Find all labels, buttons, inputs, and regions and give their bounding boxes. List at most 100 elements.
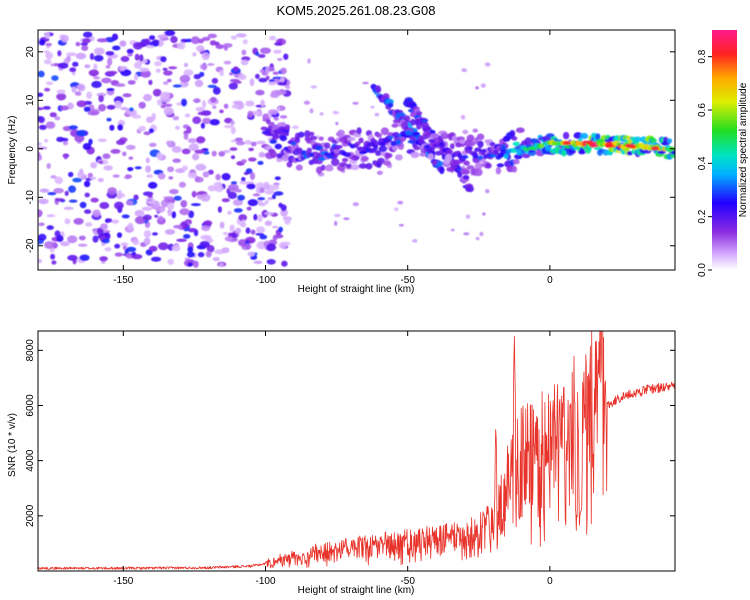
heatmap-cell — [247, 110, 254, 118]
heatmap-cell — [274, 143, 282, 150]
heatmap-cell — [336, 145, 343, 149]
heatmap-cell — [78, 243, 88, 247]
heatmap-cell — [116, 195, 122, 200]
heatmap-cell — [223, 45, 228, 51]
heatmap-cell — [221, 247, 230, 254]
heatmap-cell — [44, 138, 49, 143]
heatmap-cell — [133, 61, 142, 69]
x-tick-label: -100 — [255, 576, 275, 587]
heatmap-cell — [370, 105, 375, 109]
heatmap-cell — [114, 252, 123, 257]
heatmap-cell — [500, 144, 507, 150]
heatmap-cell — [160, 199, 169, 208]
heatmap-cell — [425, 147, 433, 153]
heatmap-cell — [54, 176, 64, 185]
heatmap-cell — [59, 105, 69, 111]
heatmap-cell — [428, 139, 436, 143]
heatmap-cell — [264, 199, 269, 205]
heatmap-cell — [58, 62, 69, 69]
heatmap-cell — [315, 145, 324, 151]
heatmap-cell — [167, 208, 172, 217]
heatmap-cell — [515, 127, 525, 133]
heatmap-cell — [247, 199, 259, 207]
heatmap-cell — [112, 174, 120, 178]
heatmap-cell — [106, 218, 113, 223]
heatmap-cell — [75, 52, 87, 60]
heatmap-cell — [334, 220, 338, 226]
heatmap-cell — [309, 108, 314, 114]
heatmap-cell — [149, 35, 156, 40]
heatmap-cell — [60, 137, 69, 142]
heatmap-cell — [192, 52, 197, 57]
heatmap-cell — [230, 181, 238, 185]
heatmap-cell — [427, 153, 434, 160]
heatmap-cell — [280, 67, 287, 75]
heatmap-cell — [117, 124, 124, 131]
heatmap-cell — [127, 222, 134, 231]
heatmap-cell — [249, 172, 256, 181]
y-tick-label: 8000 — [25, 339, 36, 362]
heatmap-cell — [329, 151, 335, 156]
colorbar-label: Normalized spectral amplitude — [738, 82, 749, 217]
heatmap-cell — [285, 85, 291, 90]
heatmap-cell — [240, 59, 249, 66]
heatmap-cell — [292, 125, 299, 129]
heatmap-cell — [132, 239, 140, 246]
heatmap-cell — [101, 238, 110, 244]
heatmap-cell — [192, 153, 200, 161]
heatmap-cell — [194, 149, 206, 154]
heatmap-cell — [56, 93, 67, 101]
heatmap-cell — [309, 135, 318, 141]
heatmap-cell — [203, 220, 213, 226]
heatmap-cell — [64, 190, 69, 196]
x-tick-label: 0 — [547, 275, 553, 286]
heatmap-cell — [380, 141, 386, 147]
heatmap-cell — [38, 154, 43, 161]
heatmap-cell — [354, 141, 361, 146]
heatmap-cell — [152, 39, 160, 44]
heatmap-cell — [394, 207, 399, 212]
snr-frame — [37, 330, 676, 572]
heatmap-cell — [45, 51, 53, 60]
heatmap-cell — [262, 113, 269, 121]
heatmap-cell — [239, 180, 248, 185]
heatmap-cell — [86, 91, 93, 100]
heatmap-cell — [211, 150, 217, 157]
heatmap-cell — [46, 163, 51, 169]
heatmap-cell — [63, 206, 74, 210]
heatmap-cell — [138, 125, 146, 132]
heatmap-cell — [238, 214, 247, 222]
heatmap-cell — [248, 147, 255, 152]
heatmap-cell — [466, 134, 475, 143]
heatmap-cell — [192, 116, 202, 124]
heatmap-cell — [202, 117, 212, 125]
heatmap-cell — [256, 140, 266, 145]
heatmap-cell — [190, 36, 200, 45]
heatmap-cell — [207, 84, 217, 88]
heatmap-cell — [228, 82, 238, 90]
colorbar: 0.0 0.2 0.4 0.6 0.8 Normalized spectral ampl… — [697, 30, 749, 277]
heatmap-cell — [97, 177, 104, 183]
heatmap-cell — [155, 68, 161, 73]
heatmap-cell — [78, 235, 86, 241]
heatmap-cell — [308, 131, 315, 136]
heatmap-cell — [163, 107, 174, 116]
heatmap-cell — [376, 132, 382, 138]
heatmap-cell — [374, 112, 380, 117]
heatmap-cell — [224, 236, 233, 242]
heatmap-cell — [75, 130, 87, 137]
heatmap-cell — [283, 53, 289, 60]
heatmap-cell — [562, 141, 571, 145]
heatmap-cell — [47, 192, 57, 196]
heatmap-cell — [82, 38, 91, 44]
heatmap-cell — [202, 100, 207, 108]
heatmap-cell — [260, 47, 271, 54]
heatmap-cell — [215, 173, 221, 181]
heatmap-cell — [122, 93, 132, 98]
heatmap-cell — [108, 70, 118, 75]
heatmap-cell — [413, 145, 421, 151]
heatmap-cell — [362, 81, 369, 85]
heatmap-cell — [188, 143, 199, 151]
heatmap-cell — [90, 197, 99, 203]
